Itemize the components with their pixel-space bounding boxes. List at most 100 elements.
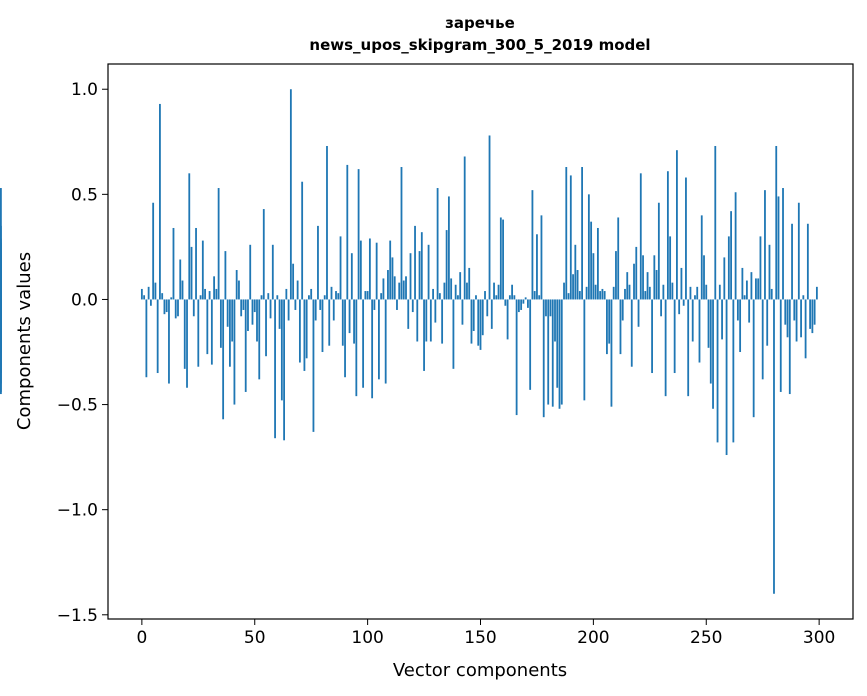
- bar: [154, 282, 157, 300]
- bar: [242, 299, 245, 310]
- bar: [538, 295, 541, 300]
- bar: [508, 295, 511, 300]
- bar: [398, 282, 401, 300]
- bar: [504, 299, 507, 306]
- bar: [563, 282, 565, 300]
- bar: [183, 299, 186, 369]
- chart-title: заречье: [445, 14, 515, 32]
- bar: [380, 293, 383, 300]
- x-tick-label: 0: [136, 628, 147, 648]
- bar: [732, 299, 735, 443]
- bar: [143, 295, 146, 300]
- bar: [348, 299, 351, 334]
- bar: [181, 280, 184, 300]
- bar: [470, 299, 473, 344]
- bar: [707, 299, 710, 348]
- bar: [249, 244, 252, 300]
- bar: [633, 263, 635, 300]
- bar: [691, 299, 694, 342]
- bar: [400, 167, 403, 300]
- bar: [190, 246, 193, 300]
- bar: [775, 145, 778, 300]
- bar: [705, 284, 708, 300]
- y-axis-label: Components values: [14, 252, 35, 430]
- bar: [461, 299, 464, 325]
- bar: [793, 299, 796, 321]
- bar: [355, 299, 358, 397]
- bar: [441, 299, 444, 344]
- bar: [551, 299, 554, 407]
- bar: [335, 291, 337, 300]
- bar: [152, 202, 155, 300]
- bar: [664, 299, 667, 397]
- bar: [283, 299, 285, 441]
- bar: [233, 299, 236, 405]
- bar: [694, 295, 696, 300]
- bar: [269, 299, 272, 319]
- bar: [741, 267, 744, 300]
- bar: [648, 286, 651, 300]
- bar: [222, 299, 225, 420]
- bar: [466, 282, 468, 300]
- bar: [265, 299, 267, 357]
- bar: [786, 299, 789, 338]
- x-tick-label: 100: [351, 628, 383, 648]
- bar: [490, 299, 493, 329]
- bar: [199, 295, 202, 300]
- bar: [312, 299, 315, 432]
- bar: [244, 299, 247, 392]
- bar: [215, 288, 218, 300]
- bar: [371, 299, 374, 399]
- bar: [660, 299, 663, 317]
- bar: [815, 286, 818, 300]
- bar: [416, 299, 419, 342]
- bar: [809, 299, 812, 329]
- bar: [628, 284, 631, 300]
- bar: [149, 299, 152, 306]
- bar: [459, 272, 462, 300]
- bar: [224, 251, 227, 300]
- bar: [213, 276, 216, 300]
- bar: [560, 299, 563, 405]
- x-tick-label: 200: [577, 628, 609, 648]
- bar: [165, 299, 168, 313]
- x-tick-label: 300: [803, 628, 835, 648]
- bar: [718, 284, 721, 300]
- bar: [583, 299, 586, 401]
- bar: [759, 236, 762, 300]
- bar: [174, 299, 177, 319]
- bar: [319, 299, 322, 310]
- bar: [472, 299, 475, 331]
- bar: [642, 255, 644, 300]
- bar: [226, 299, 229, 327]
- bar: [170, 297, 173, 300]
- bar: [682, 299, 685, 306]
- bar: [795, 299, 798, 342]
- bar: [231, 299, 234, 342]
- bar: [696, 286, 699, 300]
- bar: [813, 299, 816, 325]
- bar: [497, 284, 500, 300]
- bar: [260, 295, 263, 300]
- bar: [556, 299, 559, 388]
- bar: [368, 238, 371, 300]
- bar: [806, 223, 809, 300]
- bar: [784, 299, 787, 325]
- bar: [603, 291, 606, 300]
- bar: [177, 299, 179, 317]
- bar: [432, 288, 434, 300]
- bar: [477, 299, 480, 346]
- bar: [626, 272, 629, 300]
- bar: [542, 299, 545, 418]
- bar: [378, 299, 380, 380]
- bar: [256, 299, 258, 342]
- bar: [750, 272, 753, 300]
- bar: [188, 173, 191, 300]
- bar: [644, 291, 647, 300]
- bar: [323, 295, 326, 300]
- bar: [201, 240, 204, 300]
- bar: [247, 299, 249, 331]
- bar: [382, 278, 385, 300]
- bar: [317, 225, 319, 300]
- bar: [427, 244, 430, 300]
